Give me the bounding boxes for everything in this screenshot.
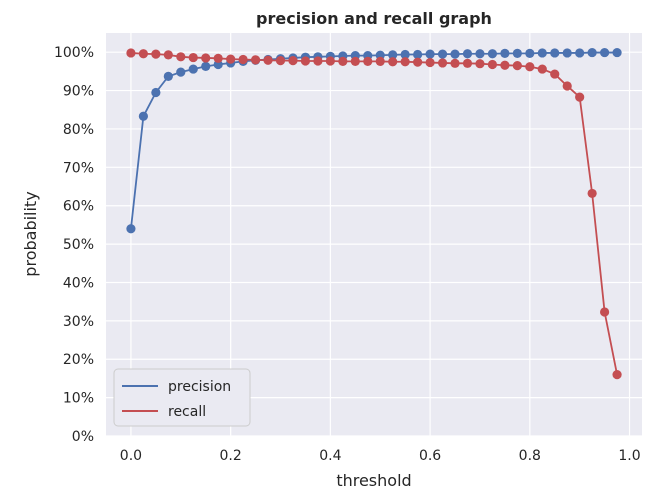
y-tick-label: 40% [63, 275, 94, 291]
data-point-recall [213, 53, 223, 63]
data-point-recall [338, 56, 348, 67]
data-point-precision [525, 48, 535, 58]
y-tick-label: 100% [54, 45, 94, 61]
data-point-recall [525, 62, 535, 72]
y-tick-label: 70% [63, 160, 94, 176]
data-point-recall [475, 59, 485, 69]
x-tick-label: 0.2 [220, 448, 242, 464]
data-point-precision [176, 67, 186, 77]
data-point-recall [375, 56, 385, 67]
data-point-recall [151, 49, 161, 59]
data-point-precision [188, 64, 198, 74]
data-point-recall [537, 64, 547, 74]
data-point-recall [126, 48, 136, 58]
y-tick-label: 0% [72, 429, 94, 445]
series-layer [126, 47, 622, 380]
x-tick-label: 0.0 [120, 448, 142, 464]
x-tick-label: 0.4 [319, 448, 341, 464]
legend-label-recall: recall [168, 404, 206, 420]
data-point-recall [462, 58, 473, 68]
y-tick-label: 50% [63, 237, 94, 253]
data-point-precision [388, 50, 398, 60]
data-point-precision [487, 49, 498, 59]
data-point-recall [300, 56, 311, 66]
data-point-precision [437, 49, 448, 59]
data-point-recall [500, 60, 510, 70]
data-point-recall [250, 55, 261, 65]
chart-title: precision and recall graph [256, 9, 492, 28]
y-axis-label: probability [21, 191, 40, 276]
data-point-precision [138, 111, 148, 121]
data-point-precision [126, 224, 136, 234]
data-point-recall [238, 54, 248, 65]
x-tick-label: 1.0 [618, 448, 640, 464]
data-point-precision [450, 49, 460, 59]
data-point-precision [537, 48, 547, 58]
y-tick-label: 20% [63, 352, 94, 368]
data-point-precision [462, 49, 473, 59]
data-point-precision [587, 47, 597, 58]
y-tick-label: 30% [63, 314, 94, 330]
data-point-recall [201, 53, 211, 63]
data-point-precision [575, 48, 585, 58]
data-point-precision [550, 48, 560, 58]
data-point-recall [562, 81, 572, 91]
data-point-precision [400, 49, 410, 60]
y-tick-label: 60% [63, 199, 94, 215]
data-point-recall [176, 52, 186, 62]
data-point-recall [388, 57, 398, 67]
data-point-recall [275, 56, 286, 66]
x-axis-label: threshold [336, 471, 411, 490]
data-point-recall [575, 92, 585, 102]
data-point-recall [163, 50, 173, 60]
data-point-recall [350, 56, 360, 67]
data-point-precision [201, 61, 211, 71]
data-point-recall [450, 58, 460, 68]
y-tick-label: 90% [63, 84, 94, 100]
data-point-precision [475, 49, 485, 59]
y-tick-label: 80% [63, 122, 94, 138]
data-point-recall [400, 57, 410, 67]
data-point-recall [512, 61, 522, 71]
data-point-precision [500, 48, 510, 58]
x-tick-label: 0.6 [419, 448, 441, 464]
data-point-recall [313, 56, 323, 66]
series-line-precision [130, 51, 618, 229]
data-point-precision [600, 47, 610, 58]
data-point-precision [425, 49, 435, 59]
data-point-precision [612, 47, 622, 58]
data-point-recall [138, 49, 148, 59]
data-point-precision [151, 87, 161, 98]
data-point-recall [263, 55, 273, 65]
data-point-recall [188, 52, 198, 63]
data-point-recall [437, 58, 448, 68]
data-point-recall [487, 59, 498, 70]
x-tick-label: 0.8 [519, 448, 541, 464]
data-point-recall [425, 57, 435, 68]
data-point-precision [512, 48, 522, 58]
data-point-recall [363, 56, 373, 67]
data-point-precision [562, 48, 572, 58]
legend-label-precision: precision [168, 379, 231, 395]
data-point-recall [413, 57, 423, 67]
tick-labels: 0.0 0.2 0.4 0.6 0.8 1.0 0% 10% 20% 30% 40% 50% 60% 70… [54, 45, 641, 464]
legend: precision recall [113, 368, 251, 427]
data-point-recall [325, 56, 335, 66]
series-line-recall [130, 52, 618, 375]
data-point-recall [600, 307, 610, 317]
data-point-recall [587, 188, 597, 199]
data-point-precision [413, 49, 423, 60]
y-tick-label: 10% [63, 391, 94, 407]
data-point-precision [163, 71, 173, 81]
data-point-recall [550, 69, 560, 79]
data-point-recall [612, 369, 622, 380]
data-point-recall [288, 56, 298, 66]
data-point-recall [226, 54, 236, 64]
